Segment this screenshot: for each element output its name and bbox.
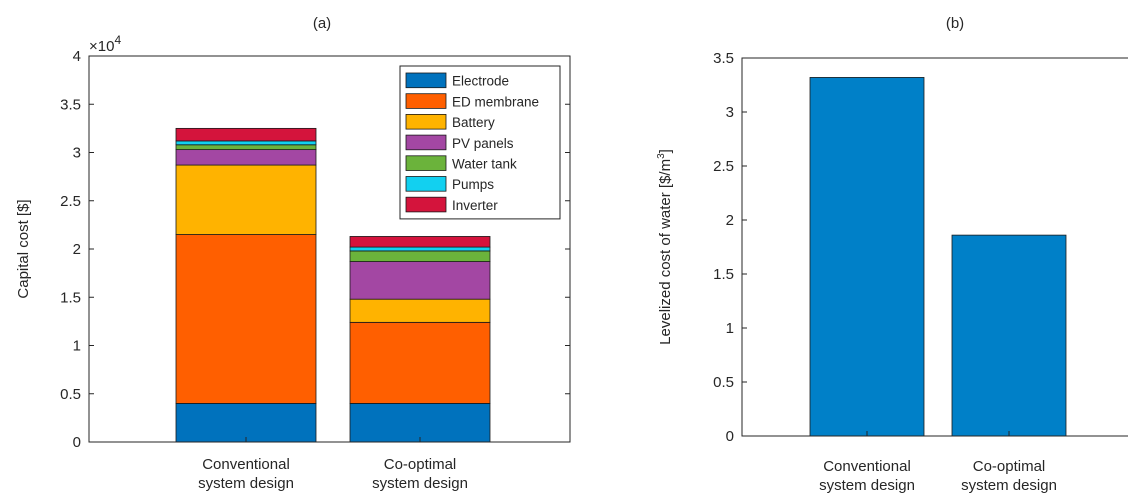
legend-label: Inverter (452, 198, 498, 213)
y-tick-label: 2.5 (60, 193, 81, 210)
legend-swatch (405, 72, 447, 89)
legend-swatch (405, 134, 447, 151)
y-tick-label: 1.5 (713, 266, 734, 283)
chart-a-y-axis-label: Capital cost [$] (15, 199, 32, 298)
legend-swatch (405, 196, 447, 213)
chart-b-plot-area (742, 58, 1128, 436)
chart-a-exponent-base: ×10 (89, 38, 114, 55)
y-tick-label: 0.5 (713, 374, 734, 391)
y-tick-label: 3 (73, 145, 81, 162)
chart-b-bars (809, 77, 1067, 437)
bar-segment (349, 402, 491, 443)
x-tick-label: Co-optimal (384, 456, 457, 473)
x-tick-label: system design (961, 477, 1057, 494)
legend-swatch (405, 114, 447, 130)
chart-b-y-axis: 0 0.5 1 1.5 2 2.5 3 3.5 (713, 50, 747, 445)
y-tick-label: 2.5 (713, 158, 734, 175)
bar-segment (349, 236, 491, 248)
y-tick-label: 3.5 (60, 96, 81, 113)
bar-segment (175, 144, 317, 151)
legend-label: Electrode (452, 74, 509, 89)
x-tick-label: system design (372, 475, 468, 492)
bar-segment (349, 250, 491, 262)
chart-a-exponent-label: ×104 (89, 33, 121, 55)
bar-segment (175, 140, 317, 146)
legend-label: Pumps (452, 177, 494, 192)
x-tick-label: system design (198, 475, 294, 492)
y-tick-label: 1 (726, 320, 734, 337)
bar-segment (349, 261, 491, 300)
chart-b-y-axis-label-sup: 3 (656, 153, 667, 159)
y-tick-label: 1 (73, 338, 81, 355)
chart-b-y-axis-label: Levelized cost of water [$/m3] (656, 149, 674, 345)
bar (951, 234, 1067, 437)
bar-segment (349, 321, 491, 404)
legend-label: ED membrane (452, 94, 539, 109)
chart-a-title: (a) (313, 15, 331, 32)
bar-segment (175, 234, 317, 404)
x-tick-label: Conventional (823, 458, 911, 475)
y-tick-label: 1.5 (60, 289, 81, 306)
chart-b: (b) 0 0.5 1 1.5 2 2.5 3 3.5 Conventional system … (656, 15, 1128, 494)
chart-b-title: (b) (946, 15, 964, 32)
y-tick-label: 0.5 (60, 386, 81, 403)
chart-a-bars (175, 127, 491, 443)
legend-swatch (405, 155, 447, 171)
legend-swatch (405, 93, 447, 109)
bar-segment (175, 402, 317, 443)
chart-b-y-axis-label-end: ] (657, 149, 674, 153)
legend-swatch (405, 176, 447, 192)
bar-segment (349, 298, 491, 323)
y-tick-label: 0 (726, 428, 734, 445)
bar-segment (175, 127, 317, 142)
chart-a-legend: Electrode ED membrane Battery PV panels Wate… (399, 65, 561, 220)
bar-segment (349, 246, 491, 252)
chart-b-axes-box (741, 57, 1128, 437)
y-tick-label: 3.5 (713, 50, 734, 67)
chart-a-exponent-power: 4 (114, 33, 121, 47)
y-tick-label: 3 (726, 104, 734, 121)
y-tick-label: 2 (73, 241, 81, 258)
bar-segment (175, 164, 317, 235)
chart-b-x-axis: Conventional system design Co-optimal syste… (819, 431, 1057, 494)
x-tick-label: system design (819, 477, 915, 494)
legend-label: PV panels (452, 136, 514, 151)
chart-a-y-axis: 0 0.5 1 1.5 2 2.5 3 3.5 4 (60, 48, 570, 451)
y-tick-label: 4 (73, 48, 81, 65)
legend-label: Water tank (452, 157, 517, 172)
bar (809, 77, 925, 437)
x-tick-label: Co-optimal (973, 458, 1046, 475)
chart-a: (a) 0 0.5 1 1.5 2 2.5 3 3.5 4 Conventional system… (15, 15, 571, 492)
y-tick-label: 0 (73, 434, 81, 451)
y-tick-label: 2 (726, 212, 734, 229)
chart-a-x-axis: Conventional system design Co-optimal syste… (198, 437, 468, 492)
x-tick-label: Conventional (202, 456, 290, 473)
bar-segment (175, 149, 317, 166)
legend-label: Battery (452, 115, 495, 130)
chart-b-y-axis-label-main: Levelized cost of water [$/m (657, 159, 674, 345)
